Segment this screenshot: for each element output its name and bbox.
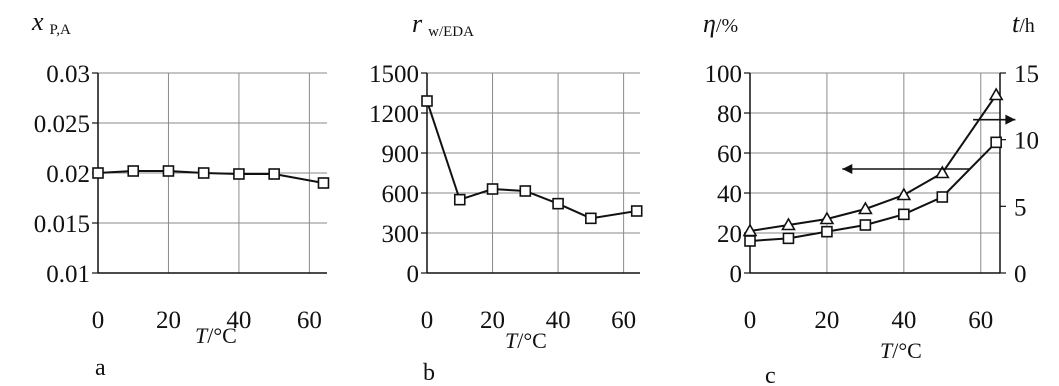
y-tick-label: 100 — [705, 61, 743, 88]
x-tick-label: 20 — [480, 307, 505, 334]
y-tick-label: 0.015 — [34, 211, 90, 238]
x-tick-label: 60 — [297, 307, 322, 334]
data-point-square — [317, 177, 330, 189]
x-tick-label: 40 — [546, 307, 571, 334]
chart-panel-b: 0 300 600 900 1200 1500 0 20 40 60 r w/EDA T/°C b — [369, 9, 643, 386]
y-tick-label: 1500 — [369, 61, 419, 88]
data-point-square — [519, 185, 532, 197]
y-tick-label: 0.03 — [46, 61, 90, 88]
panel-label: b — [423, 360, 435, 386]
data-point-square — [421, 95, 433, 107]
y-right-tick-label: 0 — [1014, 261, 1027, 288]
y-tick-label: 0.01 — [46, 261, 90, 288]
x-tick-label: 60 — [611, 307, 636, 334]
y-right-tick-label: 15 — [1014, 61, 1039, 88]
x-tick-label: 20 — [156, 307, 181, 334]
y-tick-label: 600 — [382, 181, 420, 208]
data-point-square — [92, 167, 104, 179]
panel-label: c — [765, 363, 776, 386]
x-tick-label: 0 — [421, 307, 434, 334]
x-tick-label: 40 — [226, 307, 251, 334]
data-point-square — [268, 168, 280, 180]
y-right-tick-label: 5 — [1014, 194, 1027, 221]
y-axis-label: r w/EDA — [412, 9, 474, 40]
data-point-triangle — [988, 87, 1004, 101]
x-axis-label: T/°C — [195, 323, 237, 348]
data-point-square — [859, 219, 872, 231]
left-axis-arrow-head — [842, 164, 853, 174]
data-point-square — [197, 167, 210, 179]
panel-label: a — [95, 355, 106, 381]
data-point-square — [162, 165, 175, 177]
data-point-square — [898, 208, 910, 221]
data-point-square — [486, 183, 499, 195]
right-axis-arrow-head — [1005, 114, 1016, 125]
data-point-square — [990, 136, 1002, 149]
y-right-tick-label: 10 — [1014, 128, 1039, 155]
y-tick-label: 40 — [717, 181, 742, 208]
y-tick-label: 60 — [717, 141, 742, 168]
y-tick-label: 0.025 — [34, 111, 90, 138]
x-axis-label: T/°C — [505, 328, 547, 353]
y-tick-label: 0 — [407, 261, 420, 288]
x-tick-label: 0 — [744, 307, 757, 334]
data-point-square — [821, 225, 833, 238]
data-point-triangle — [781, 217, 796, 231]
y-tick-label: 300 — [382, 221, 420, 248]
data-point-triangle — [896, 187, 912, 201]
x-tick-label: 20 — [814, 307, 839, 334]
y-axis-right-label: t/h — [1012, 9, 1035, 38]
data-point-square — [630, 205, 643, 217]
y-tick-label: 0.02 — [46, 161, 90, 188]
data-point-square — [744, 235, 756, 247]
y-tick-label: 20 — [717, 221, 742, 248]
data-point-square — [127, 165, 140, 177]
chart-panel-c: 0 20 40 60 80 100 0 20 40 60 0 5 10 15 η/% t/h T/°C c — [703, 9, 1039, 386]
x-tick-label: 60 — [968, 307, 993, 334]
y-tick-label: 0 — [730, 261, 743, 288]
data-point-square — [233, 168, 245, 180]
data-point-triangle — [858, 201, 873, 215]
data-point-square — [585, 212, 597, 225]
x-tick-label: 40 — [891, 307, 916, 334]
chart-panel-a: 0.01 0.015 0.02 0.025 0.03 0 20 40 60 x P,A T/°C a — [31, 7, 330, 381]
x-tick-label: 0 — [92, 307, 105, 334]
data-point-square — [453, 193, 466, 206]
y-axis-label: x P,A — [31, 7, 71, 38]
y-axis-label: η/% — [703, 9, 738, 38]
x-axis-label: T/°C — [880, 338, 922, 363]
series-line-triangle — [749, 94, 997, 232]
data-point-square — [782, 232, 795, 245]
y-tick-label: 900 — [382, 141, 420, 168]
data-point-square — [552, 197, 564, 210]
y-tick-label: 80 — [717, 101, 742, 128]
data-point-triangle — [934, 165, 950, 179]
data-point-triangle — [819, 211, 835, 225]
y-tick-label: 1200 — [369, 101, 419, 128]
data-point-square — [936, 191, 949, 203]
